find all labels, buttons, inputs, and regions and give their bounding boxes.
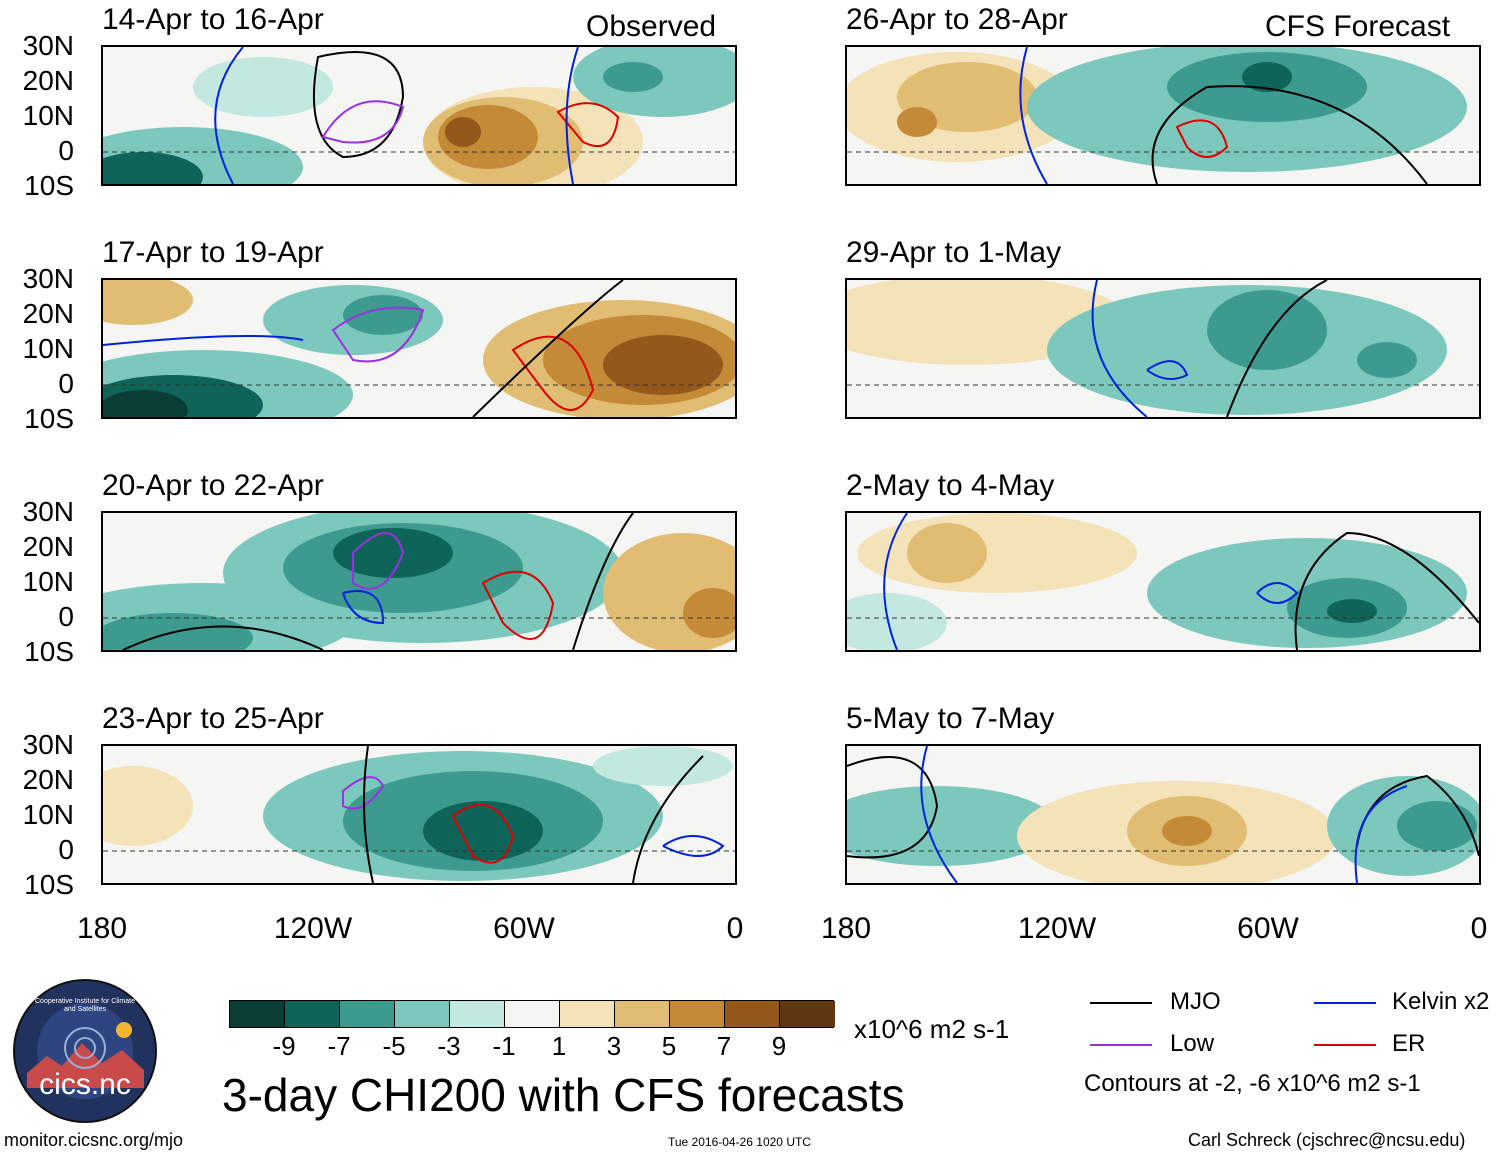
legend-line-low	[1090, 1044, 1152, 1046]
logo-ring-text: Cooperative Institute for Climate and Sa…	[35, 998, 135, 1013]
lat-label: 10S	[24, 170, 74, 201]
colorbar-box	[450, 1001, 505, 1027]
lat-label: 0	[58, 135, 74, 166]
panel-title: 20-Apr to 22-Apr	[102, 469, 324, 502]
lon-label: 180	[820, 912, 872, 945]
colorbar-box	[615, 1001, 670, 1027]
legend-label-er: ER	[1392, 1030, 1426, 1057]
colorbar-units: x10^6 m2 s-1	[854, 1014, 1010, 1044]
colorbar-tick: 7	[716, 1031, 732, 1061]
colorbar-box	[285, 1001, 340, 1027]
lat-label: 10N	[22, 799, 74, 830]
lat-label: 30N	[22, 496, 74, 527]
lon-label: 120W	[273, 912, 353, 945]
footer-author: Carl Schreck (cjschrec@ncsu.edu)	[1188, 1130, 1466, 1150]
lon-label: 0	[1470, 912, 1488, 945]
colorbar-box	[560, 1001, 615, 1027]
lon-label: 120W	[1017, 912, 1097, 945]
colorbar-box	[505, 1001, 560, 1027]
lat-label: 20N	[22, 531, 74, 562]
colorbar	[229, 1000, 835, 1028]
colorbar-tick: 3	[606, 1031, 622, 1061]
colorbar-box	[670, 1001, 725, 1027]
map-panel-20apr-22apr	[101, 511, 737, 652]
lat-label: 30N	[22, 729, 74, 760]
colorbar-tick: 1	[551, 1031, 567, 1061]
map-panel-2may-4may	[845, 511, 1481, 652]
legend-line-mjo	[1090, 1002, 1152, 1004]
legend-line-er	[1314, 1044, 1376, 1046]
panel-title: 26-Apr to 28-Apr	[846, 3, 1068, 36]
lat-label: 10S	[24, 869, 74, 900]
observed-header: Observed	[586, 10, 717, 43]
colorbar-box	[725, 1001, 780, 1027]
lon-label: 0	[726, 912, 744, 945]
forecast-header: CFS Forecast	[1265, 10, 1451, 43]
footer-timestamp: Tue 2016-04-26 1020 UTC	[668, 1135, 811, 1149]
lon-label: 180	[76, 912, 128, 945]
colorbar-box	[395, 1001, 450, 1027]
panel-title: 23-Apr to 25-Apr	[102, 702, 324, 735]
panel-title: 17-Apr to 19-Apr	[102, 236, 324, 269]
panel-title: 29-Apr to 1-May	[846, 236, 1062, 269]
lat-label: 10N	[22, 333, 74, 364]
colorbar-box	[340, 1001, 395, 1027]
panel-title: 5-May to 7-May	[846, 702, 1055, 735]
lat-label: 0	[58, 834, 74, 865]
map-panel-23apr-25apr	[101, 744, 737, 885]
map-panel-14apr-16apr	[101, 45, 737, 186]
colorbar-tick: -9	[272, 1031, 296, 1061]
lat-label: 30N	[22, 263, 74, 294]
main-title: 3-day CHI200 with CFS forecasts	[222, 1069, 905, 1121]
legend-label-low: Low	[1170, 1030, 1215, 1057]
lat-label: 0	[58, 368, 74, 399]
lat-label: 30N	[22, 30, 74, 61]
map-panel-17apr-19apr	[101, 278, 737, 419]
colorbar-tick: -7	[327, 1031, 351, 1061]
colorbar-tick: 5	[661, 1031, 677, 1061]
colorbar-tick: -1	[492, 1031, 516, 1061]
colorbar-box	[230, 1001, 285, 1027]
colorbar-box	[780, 1001, 835, 1027]
footer-url: monitor.cicsnc.org/mjo	[4, 1130, 184, 1150]
map-panel-5may-7may	[845, 744, 1481, 885]
colorbar-tick: -5	[382, 1031, 406, 1061]
lat-label: 10N	[22, 100, 74, 131]
map-panel-26apr-28apr	[845, 45, 1481, 186]
legend-label-kelvin: Kelvin x2	[1392, 988, 1490, 1015]
colorbar-tick: 9	[771, 1031, 787, 1061]
logo-text: cics.nc	[39, 1068, 131, 1101]
panel-title: 14-Apr to 16-Apr	[102, 3, 324, 36]
lat-label: 10N	[22, 566, 74, 597]
lat-label: 10S	[24, 636, 74, 667]
colorbar-tick: -3	[437, 1031, 461, 1061]
lon-label: 60W	[1237, 912, 1299, 945]
contours-note: Contours at -2, -6 x10^6 m2 s-1	[1084, 1070, 1421, 1097]
lon-label: 60W	[493, 912, 555, 945]
lat-label: 0	[58, 601, 74, 632]
cics-logo: Cooperative Institute for Climate and Sa…	[12, 978, 158, 1124]
lat-label: 10S	[24, 403, 74, 434]
lat-label: 20N	[22, 298, 74, 329]
legend-line-kelvin	[1314, 1002, 1376, 1004]
panel-title: 2-May to 4-May	[846, 469, 1055, 502]
lat-label: 20N	[22, 764, 74, 795]
legend-label-mjo: MJO	[1170, 988, 1221, 1015]
map-panel-29apr-1may	[845, 278, 1481, 419]
lat-label: 20N	[22, 65, 74, 96]
